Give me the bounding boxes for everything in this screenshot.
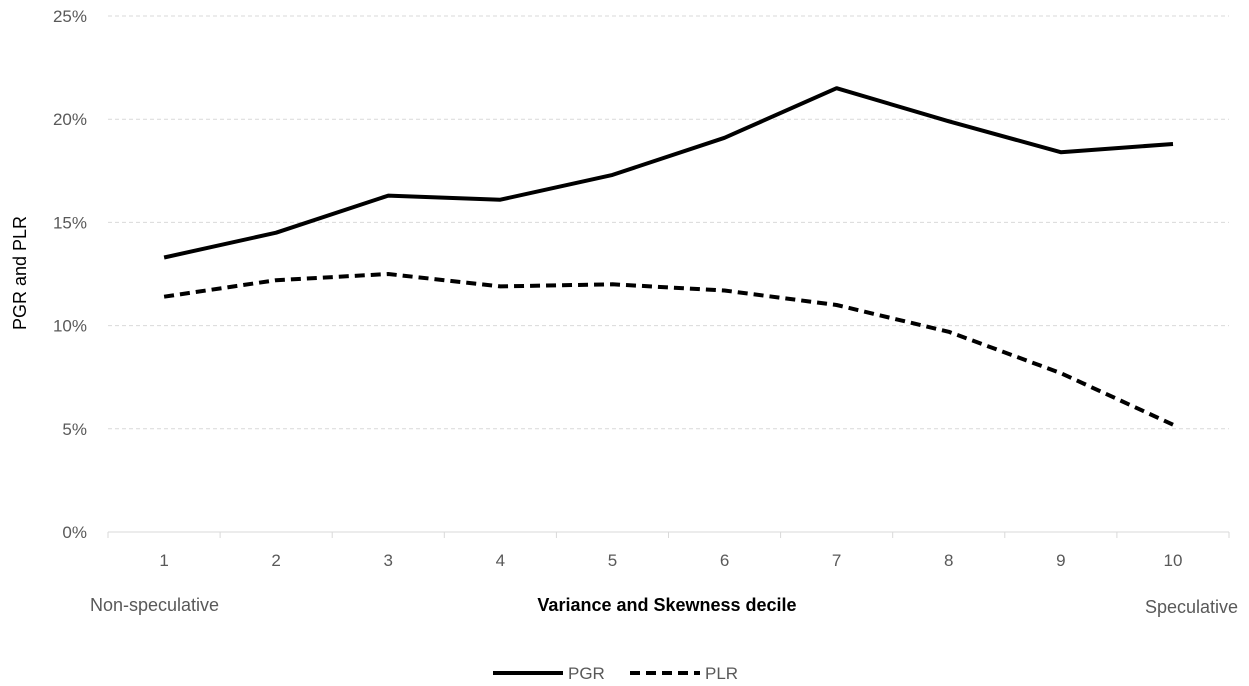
gridlines xyxy=(108,15,1229,430)
y-tick-label: 25% xyxy=(53,7,87,26)
series-lines xyxy=(163,86,1174,427)
x-tick-label: 9 xyxy=(1056,551,1065,570)
y-tick-label: 0% xyxy=(62,523,87,542)
legend-label-pgr: PGR xyxy=(568,664,605,683)
series-line-plr xyxy=(163,272,1174,427)
x-tick-label: 2 xyxy=(271,551,280,570)
x-right-note: Speculative xyxy=(1145,597,1238,617)
x-left-note: Non-speculative xyxy=(90,595,219,615)
legend-label-plr: PLR xyxy=(705,664,738,683)
x-tick-label: 5 xyxy=(608,551,617,570)
y-tick-label: 10% xyxy=(53,317,87,336)
legend: PGR PLR xyxy=(493,664,738,683)
x-tick-label: 1 xyxy=(159,551,168,570)
y-axis-title: PGR and PLR xyxy=(10,216,30,330)
x-axis-title: Variance and Skewness decile xyxy=(537,595,796,615)
x-tick-label: 4 xyxy=(496,551,505,570)
x-tick-label: 7 xyxy=(832,551,841,570)
y-tick-labels: 0% 5% 10% 15% 20% 25% xyxy=(53,7,87,542)
y-tick-label: 15% xyxy=(53,213,87,232)
x-tick-marks xyxy=(107,532,1230,538)
x-tick-label: 10 xyxy=(1163,551,1182,570)
x-tick-labels: 1 2 3 4 5 6 7 8 9 10 xyxy=(159,551,1182,570)
y-tick-label: 5% xyxy=(62,420,87,439)
y-tick-label: 20% xyxy=(53,110,87,129)
x-tick-label: 3 xyxy=(384,551,393,570)
x-tick-label: 8 xyxy=(944,551,953,570)
series-line-pgr xyxy=(163,86,1174,260)
x-tick-label: 6 xyxy=(720,551,729,570)
